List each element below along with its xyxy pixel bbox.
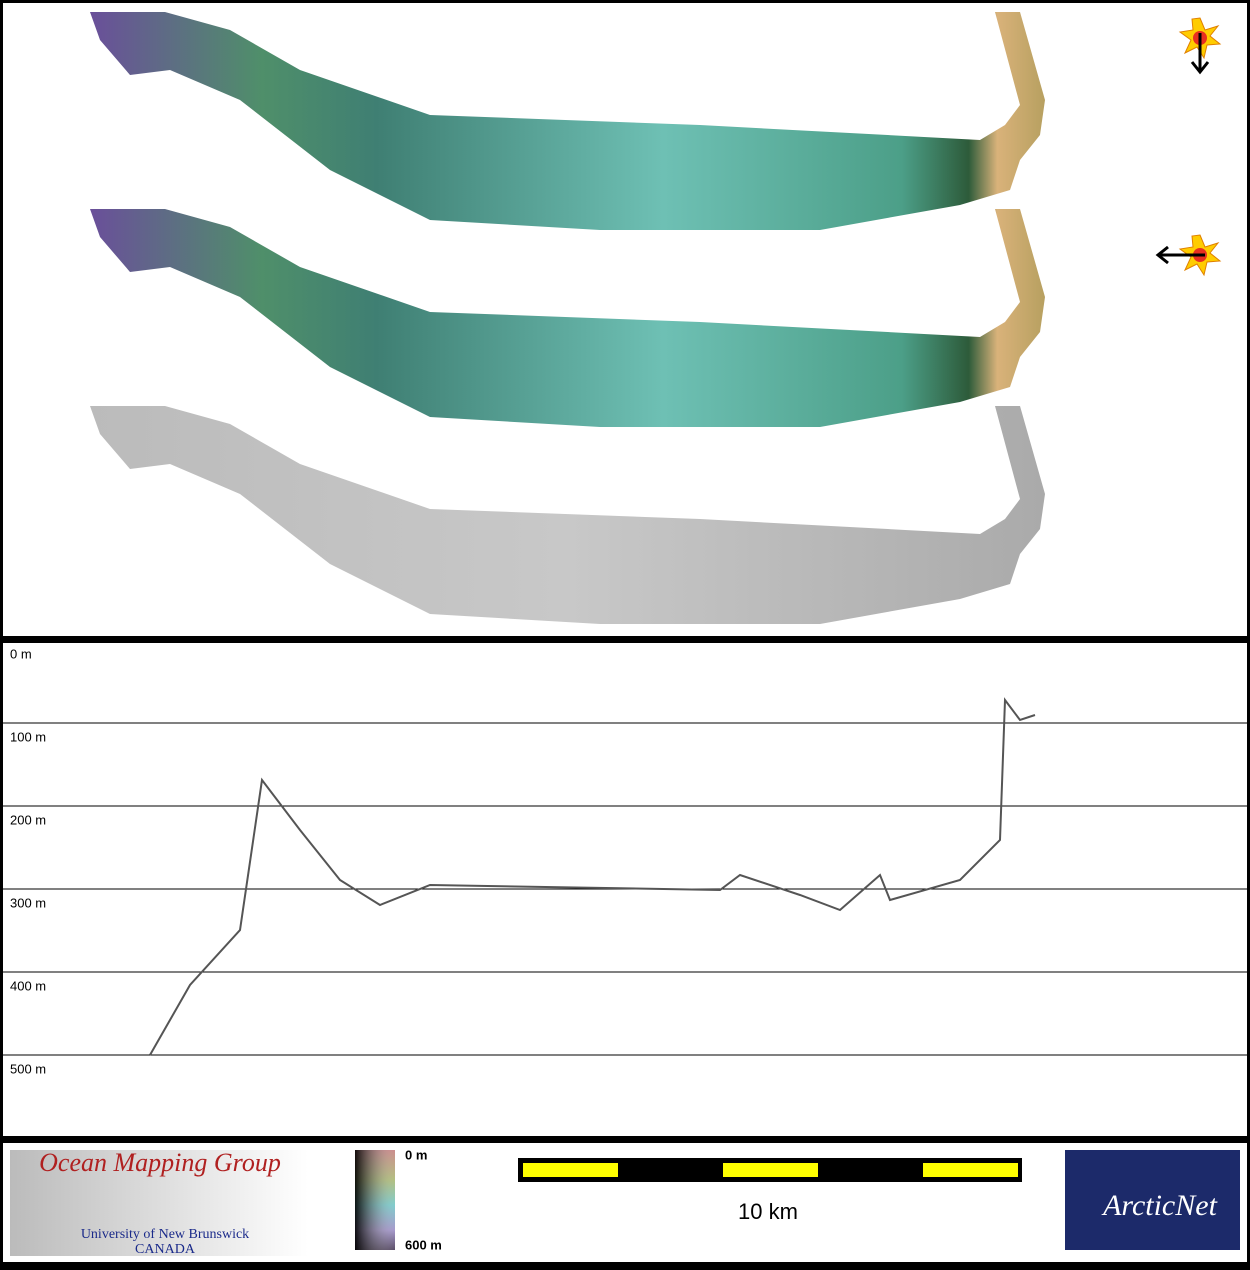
partner-name: ArcticNet — [1101, 1189, 1218, 1222]
scale-label: 10 km — [738, 1199, 798, 1224]
scale-bar — [518, 1158, 1022, 1182]
arcticnet-logo — [1065, 1150, 1240, 1250]
depth-grid: 0 m 100 m 200 m 300 m 400 m 500 m — [3, 646, 1247, 1076]
depth-label: 100 m — [10, 729, 46, 744]
depth-label: 300 m — [10, 895, 46, 910]
depth-label: 400 m — [10, 978, 46, 993]
logo-line: University of New Brunswick — [81, 1227, 249, 1242]
depth-label: 500 m — [10, 1061, 46, 1076]
sun-icon — [1179, 17, 1221, 75]
colorbar-label: 0 m — [405, 1147, 427, 1162]
depth-label: 0 m — [10, 646, 32, 661]
omg-logo — [10, 1150, 308, 1256]
sun-icon — [1155, 234, 1221, 276]
depth-profile — [149, 697, 1036, 1056]
depth-label: 200 m — [10, 812, 46, 827]
colorbar-shade — [355, 1150, 395, 1250]
colorbar-label: 600 m — [405, 1237, 442, 1252]
logo-title: Ocean Mapping Group — [39, 1148, 281, 1177]
logo-line: CANADA — [135, 1242, 196, 1257]
